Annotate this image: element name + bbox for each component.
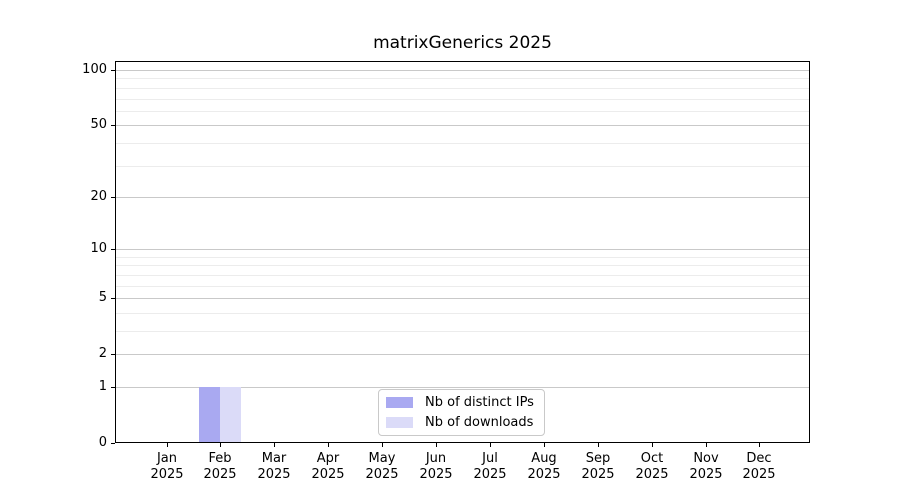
chart-title: matrixGenerics 2025 [373, 33, 552, 53]
legend: Nb of distinct IPs Nb of downloads [378, 389, 545, 436]
bar-nb-of-distinct-ips [199, 387, 220, 443]
x-tick-mark [382, 443, 383, 447]
gridline-minor [116, 78, 809, 79]
x-tick-mark [436, 443, 437, 447]
legend-item-downloads: Nb of downloads [386, 415, 537, 430]
y-tick-mark [111, 197, 115, 198]
x-tick-label: Aug 2025 [527, 451, 561, 482]
x-tick-mark [220, 443, 221, 447]
x-tick-mark [706, 443, 707, 447]
x-tick-label: Feb 2025 [203, 451, 237, 482]
x-tick-label: Apr 2025 [311, 451, 345, 482]
gridline-major [116, 354, 809, 355]
gridline-minor [116, 88, 809, 89]
gridline-major [116, 125, 809, 126]
y-tick-label: 100 [82, 62, 107, 77]
x-tick-mark [274, 443, 275, 447]
legend-swatch-distinct-ips-icon [386, 397, 413, 408]
y-tick-mark [111, 443, 115, 444]
y-tick-label: 20 [90, 189, 107, 204]
y-tick-mark [111, 387, 115, 388]
x-tick-label: Nov 2025 [689, 451, 723, 482]
y-tick-label: 5 [98, 290, 107, 305]
gridline-minor [116, 99, 809, 100]
x-tick-label: Dec 2025 [742, 451, 776, 482]
y-tick-label: 1 [98, 379, 107, 394]
x-tick-label: Mar 2025 [257, 451, 291, 482]
bar-nb-of-downloads [220, 387, 241, 443]
x-tick-mark [759, 443, 760, 447]
gridline-major [116, 387, 809, 388]
y-tick-mark [111, 354, 115, 355]
legend-label-distinct-ips: Nb of distinct IPs [425, 395, 534, 410]
x-tick-label: Jul 2025 [473, 451, 507, 482]
x-tick-mark [167, 443, 168, 447]
x-tick-label: Sep 2025 [581, 451, 615, 482]
x-tick-label: Jan 2025 [150, 451, 184, 482]
gridline-minor [116, 275, 809, 276]
x-tick-mark [544, 443, 545, 447]
gridline-minor [116, 257, 809, 258]
x-tick-mark [652, 443, 653, 447]
x-tick-label: Oct 2025 [635, 451, 669, 482]
y-tick-label: 0 [98, 435, 107, 450]
gridline-major [116, 249, 809, 250]
gridline-minor [116, 166, 809, 167]
gridline-minor [116, 143, 809, 144]
x-tick-mark [598, 443, 599, 447]
gridline-major [116, 70, 809, 71]
legend-label-downloads: Nb of downloads [425, 415, 534, 430]
gridline-minor [116, 313, 809, 314]
y-tick-label: 50 [90, 117, 107, 132]
gridline-minor [116, 111, 809, 112]
gridline-minor [116, 286, 809, 287]
x-tick-mark [328, 443, 329, 447]
gridline-minor [116, 265, 809, 266]
y-tick-label: 10 [90, 241, 107, 256]
gridline-minor [116, 331, 809, 332]
y-tick-mark [111, 298, 115, 299]
y-tick-mark [111, 70, 115, 71]
legend-swatch-downloads-icon [386, 417, 413, 428]
x-tick-label: Jun 2025 [419, 451, 453, 482]
plot-area-frame [115, 61, 810, 443]
y-tick-mark [111, 125, 115, 126]
gridline-major [116, 197, 809, 198]
gridline-major [116, 298, 809, 299]
x-tick-label: May 2025 [365, 451, 399, 482]
legend-item-distinct-ips: Nb of distinct IPs [386, 395, 537, 410]
y-tick-mark [111, 249, 115, 250]
y-tick-label: 2 [98, 346, 107, 361]
x-tick-mark [490, 443, 491, 447]
